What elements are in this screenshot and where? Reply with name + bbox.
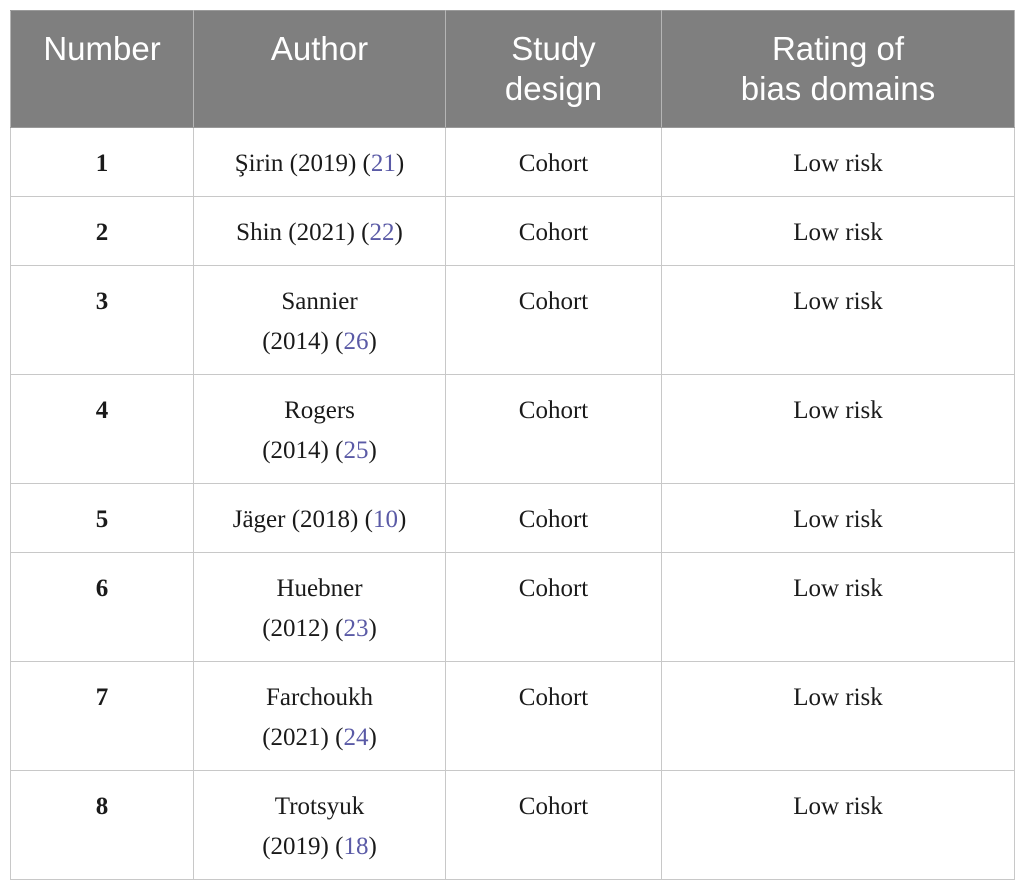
closing-paren: ) xyxy=(368,833,377,860)
row-rating: Low risk xyxy=(661,483,1015,553)
row-study-design: Cohort xyxy=(445,661,662,771)
author-year: (2019) ( xyxy=(262,833,344,860)
table-row: 4 Rogers (2014) (25) Cohort Low risk xyxy=(10,374,1015,484)
reference-link[interactable]: 25 xyxy=(343,437,369,464)
author-year-line: (2019) (18) xyxy=(202,827,437,867)
bias-rating-table-container: Number Author Study design Rating of bia… xyxy=(10,10,1015,880)
reference-link[interactable]: 22 xyxy=(369,219,395,246)
author-name: Jäger (2018) ( xyxy=(232,506,373,533)
author-name: Sannier xyxy=(281,288,358,315)
row-number: 2 xyxy=(10,196,194,266)
row-study-design: Cohort xyxy=(445,265,662,375)
closing-paren: ) xyxy=(397,506,407,533)
closing-paren: ) xyxy=(368,724,377,751)
row-study-design: Cohort xyxy=(445,770,662,880)
header-study-design-line-1: Study xyxy=(511,30,596,67)
row-rating: Low risk xyxy=(661,770,1015,880)
closing-paren: ) xyxy=(368,615,377,642)
closing-paren: ) xyxy=(395,150,405,177)
header-rating: Rating of bias domains xyxy=(661,10,1015,128)
author-year: (2012) ( xyxy=(262,615,344,642)
closing-paren: ) xyxy=(394,219,403,246)
author-year: (2014) ( xyxy=(262,437,344,464)
reference-link[interactable]: 23 xyxy=(343,615,369,642)
bias-rating-table: Number Author Study design Rating of bia… xyxy=(10,10,1015,880)
row-rating: Low risk xyxy=(661,552,1015,662)
header-author-text: Author xyxy=(270,30,369,67)
row-study-design: Cohort xyxy=(445,127,662,197)
author-name: Farchoukh xyxy=(266,684,373,711)
row-number: 3 xyxy=(10,265,194,375)
row-rating: Low risk xyxy=(661,661,1015,771)
header-number: Number xyxy=(10,10,194,128)
table-body: 1 Şirin (2019) (21) Cohort Low risk 2 Sh… xyxy=(10,127,1015,880)
row-author: Rogers (2014) (25) xyxy=(193,374,446,484)
table-row: 7 Farchoukh (2021) (24) Cohort Low risk xyxy=(10,661,1015,771)
row-study-design: Cohort xyxy=(445,552,662,662)
row-author: Shin (2021) (22) xyxy=(193,196,446,266)
author-year-line: (2021) (24) xyxy=(202,718,437,758)
table-row: 5 Jäger (2018) (10) Cohort Low risk xyxy=(10,483,1015,553)
row-author: Huebner (2012) (23) xyxy=(193,552,446,662)
table-row: 6 Huebner (2012) (23) Cohort Low risk xyxy=(10,552,1015,662)
reference-link[interactable]: 18 xyxy=(343,833,369,860)
table-row: 3 Sannier (2014) (26) Cohort Low risk xyxy=(10,265,1015,375)
row-author: Jäger (2018) (10) xyxy=(193,483,446,553)
row-rating: Low risk xyxy=(661,374,1015,484)
author-name: Şirin (2019) ( xyxy=(234,150,371,177)
author-year-line: (2014) (25) xyxy=(202,431,437,471)
header-author: Author xyxy=(193,10,446,128)
reference-link[interactable]: 21 xyxy=(370,150,396,177)
row-rating: Low risk xyxy=(661,196,1015,266)
header-rating-line-1: Rating of xyxy=(771,30,905,67)
reference-link[interactable]: 10 xyxy=(372,506,398,533)
header-row: Number Author Study design Rating of bia… xyxy=(10,10,1015,128)
row-number: 6 xyxy=(10,552,194,662)
table-row: 2 Shin (2021) (22) Cohort Low risk xyxy=(10,196,1015,266)
row-rating: Low risk xyxy=(661,265,1015,375)
row-number: 8 xyxy=(10,770,194,880)
table-row: 1 Şirin (2019) (21) Cohort Low risk xyxy=(10,127,1015,197)
reference-link[interactable]: 26 xyxy=(343,328,369,355)
row-study-design: Cohort xyxy=(445,196,662,266)
author-name: Trotsyuk xyxy=(274,793,365,820)
closing-paren: ) xyxy=(368,328,377,355)
row-number: 7 xyxy=(10,661,194,771)
row-author: Farchoukh (2021) (24) xyxy=(193,661,446,771)
table-row: 8 Trotsyuk (2019) (18) Cohort Low risk xyxy=(10,770,1015,880)
row-number: 1 xyxy=(10,127,194,197)
header-study-design-line-2: design xyxy=(504,70,603,107)
author-year-line: (2014) (26) xyxy=(202,322,437,362)
author-year: (2014) ( xyxy=(262,328,344,355)
row-author: Trotsyuk (2019) (18) xyxy=(193,770,446,880)
header-study-design: Study design xyxy=(445,10,662,128)
author-name: Rogers xyxy=(284,397,355,424)
row-number: 5 xyxy=(10,483,194,553)
row-study-design: Cohort xyxy=(445,374,662,484)
author-name: Shin (2021) ( xyxy=(236,219,370,246)
row-study-design: Cohort xyxy=(445,483,662,553)
reference-link[interactable]: 24 xyxy=(343,724,369,751)
row-number: 4 xyxy=(10,374,194,484)
header-rating-line-2: bias domains xyxy=(740,70,936,107)
row-rating: Low risk xyxy=(661,127,1015,197)
table-header: Number Author Study design Rating of bia… xyxy=(10,10,1015,128)
author-year: (2021) ( xyxy=(262,724,344,751)
row-author: Şirin (2019) (21) xyxy=(193,127,446,197)
header-number-text: Number xyxy=(43,30,161,67)
author-year-line: (2012) (23) xyxy=(202,609,437,649)
author-name: Huebner xyxy=(276,575,363,602)
closing-paren: ) xyxy=(368,437,377,464)
row-author: Sannier (2014) (26) xyxy=(193,265,446,375)
